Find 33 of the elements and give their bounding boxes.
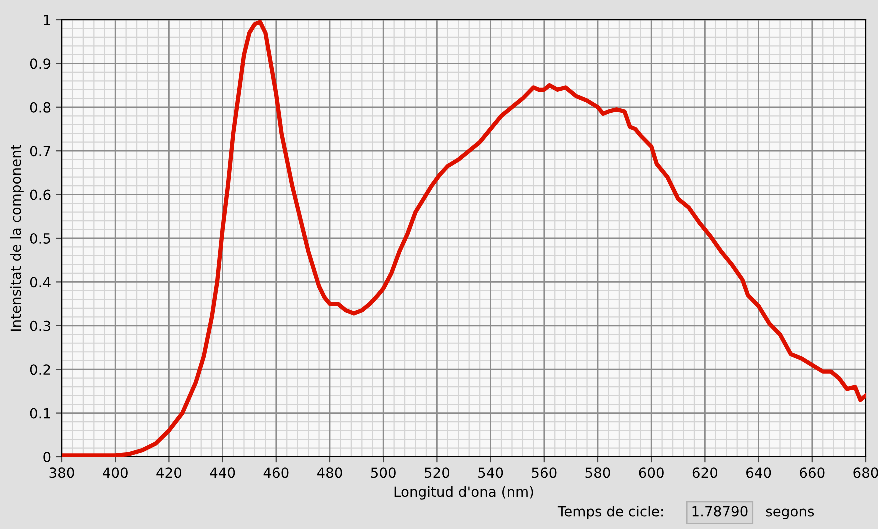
x-tick-label: 420: [156, 468, 182, 478]
y-tick-label: 0.5: [30, 233, 50, 244]
text: segons: [766, 508, 814, 520]
y-axis-title: Intensitat de la component: [10, 144, 24, 332]
x-tick-label: 560: [532, 468, 557, 478]
x-tick-label: 660: [800, 468, 825, 478]
x-tick-label: 600: [639, 468, 664, 478]
x-tick-label: 500: [371, 468, 396, 478]
x-tick-label: 480: [317, 468, 342, 478]
y-tick-label: 0.4: [30, 277, 51, 288]
y-tick-label: 0.8: [30, 102, 51, 113]
x-tick-label: 640: [746, 468, 772, 478]
y-tick-label: 1: [44, 15, 50, 26]
y-tick-label: 0.1: [30, 408, 50, 419]
x-tick-label: 580: [586, 468, 610, 478]
x-tick-label: 540: [478, 468, 504, 478]
text: Temps de cicle:: [558, 506, 664, 520]
x-tick-label: 520: [425, 468, 450, 478]
y-tick-label: 0: [44, 452, 51, 462]
y-tick-label: 0.6: [30, 190, 51, 200]
y-tick-label: 0.7: [30, 146, 50, 157]
y-tick-label: 0.9: [30, 58, 51, 70]
x-tick-label: 460: [264, 468, 289, 478]
x-tick-label: 680: [854, 468, 878, 478]
y-tick-label: 0.2: [30, 364, 50, 376]
text: 1.78790: [692, 506, 748, 517]
line-series: [62, 20, 866, 457]
x-tick-label: 440: [210, 468, 236, 478]
y-tick-label: 0.3: [30, 320, 50, 332]
x-tick-label: 380: [50, 468, 74, 478]
x-tick-label: 400: [103, 468, 128, 478]
x-tick-label: 620: [692, 468, 718, 478]
x-axis-title: Longitud d'ona (nm): [394, 486, 534, 500]
